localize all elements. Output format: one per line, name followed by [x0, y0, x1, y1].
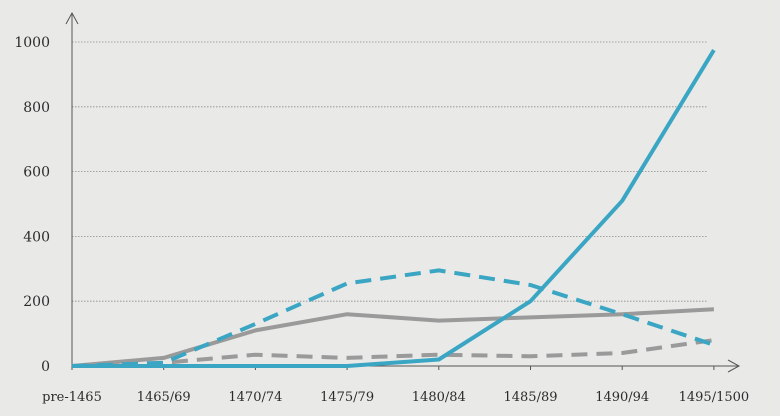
series-line-solid-blue: [72, 49, 716, 368]
y-axis-arrow: [65, 11, 79, 25]
y-tick-label: 600: [23, 165, 50, 181]
x-tick-label: 1490/94: [595, 390, 649, 405]
x-tick-label: 1470/74: [228, 390, 282, 405]
x-tick-label: pre-1465: [42, 390, 102, 405]
x-tick-label: 1495/1500: [679, 390, 750, 405]
y-tick-label: 0: [41, 359, 50, 375]
series-line-dashed-blue: [71, 268, 715, 368]
y-tick-label: 400: [23, 229, 50, 245]
series-line-solid-grey: [71, 307, 715, 368]
x-tick-label: 1480/84: [412, 390, 466, 405]
y-tick-label: 1000: [14, 35, 50, 51]
x-tick-label: 1475/79: [320, 390, 374, 405]
x-axis-arrow: [727, 359, 741, 373]
x-tick-label: 1485/89: [503, 390, 557, 405]
series-line-dashed-grey: [71, 338, 715, 368]
x-tick-label: 1465/69: [137, 390, 191, 405]
y-tick-label: 200: [23, 294, 50, 310]
y-tick-label: 800: [23, 100, 50, 116]
